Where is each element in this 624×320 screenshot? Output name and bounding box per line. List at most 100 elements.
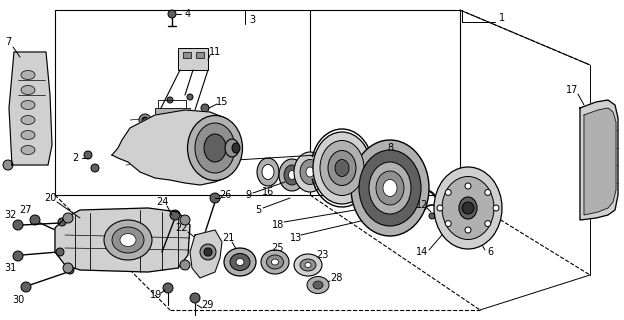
- Text: 11: 11: [209, 47, 221, 57]
- Text: 20: 20: [44, 193, 56, 203]
- Text: 22: 22: [176, 223, 188, 233]
- Ellipse shape: [383, 180, 397, 196]
- Ellipse shape: [294, 254, 322, 276]
- Circle shape: [84, 151, 92, 159]
- Circle shape: [139, 114, 151, 126]
- Ellipse shape: [300, 259, 316, 271]
- Ellipse shape: [376, 171, 404, 205]
- Text: 13: 13: [290, 233, 302, 243]
- Ellipse shape: [459, 197, 477, 219]
- Circle shape: [66, 266, 74, 274]
- Ellipse shape: [120, 234, 136, 246]
- Ellipse shape: [279, 159, 305, 191]
- Circle shape: [13, 251, 23, 261]
- Circle shape: [204, 248, 212, 256]
- Polygon shape: [55, 208, 190, 272]
- Ellipse shape: [21, 100, 35, 109]
- Ellipse shape: [224, 248, 256, 276]
- Ellipse shape: [204, 134, 226, 162]
- Polygon shape: [190, 230, 222, 278]
- Ellipse shape: [434, 167, 502, 249]
- Ellipse shape: [369, 162, 411, 214]
- Bar: [183, 52, 191, 58]
- Circle shape: [200, 244, 216, 260]
- Circle shape: [464, 236, 472, 244]
- Ellipse shape: [21, 131, 35, 140]
- Ellipse shape: [266, 255, 283, 269]
- Text: 31: 31: [4, 263, 16, 273]
- Circle shape: [485, 220, 491, 227]
- Text: 15: 15: [216, 97, 228, 107]
- Ellipse shape: [307, 276, 329, 293]
- Circle shape: [170, 210, 180, 220]
- Circle shape: [167, 97, 173, 103]
- Ellipse shape: [225, 139, 239, 157]
- Circle shape: [168, 10, 176, 18]
- Circle shape: [30, 215, 40, 225]
- Ellipse shape: [306, 167, 314, 177]
- Ellipse shape: [284, 165, 300, 185]
- Text: 16: 16: [262, 187, 274, 197]
- Text: 25: 25: [271, 243, 285, 253]
- Ellipse shape: [21, 146, 35, 155]
- Ellipse shape: [351, 140, 429, 236]
- Circle shape: [63, 213, 73, 223]
- Text: 30: 30: [12, 295, 24, 305]
- Polygon shape: [112, 110, 235, 185]
- Ellipse shape: [261, 250, 289, 274]
- Text: 2: 2: [72, 153, 78, 163]
- Circle shape: [156, 109, 164, 117]
- Ellipse shape: [187, 116, 243, 180]
- Circle shape: [163, 283, 173, 293]
- Text: 18: 18: [272, 220, 284, 230]
- Circle shape: [462, 202, 474, 214]
- Circle shape: [113, 256, 121, 264]
- Text: 29: 29: [201, 300, 213, 310]
- Circle shape: [465, 227, 471, 233]
- Circle shape: [58, 218, 66, 226]
- Circle shape: [437, 205, 443, 211]
- Circle shape: [56, 248, 64, 256]
- Ellipse shape: [294, 152, 326, 192]
- Circle shape: [445, 189, 451, 196]
- Bar: [178, 48, 208, 70]
- Text: 4: 4: [185, 9, 191, 19]
- Ellipse shape: [112, 227, 144, 253]
- Text: 19: 19: [150, 290, 162, 300]
- Circle shape: [91, 164, 99, 172]
- Text: 10: 10: [222, 153, 234, 163]
- Circle shape: [180, 215, 190, 225]
- Circle shape: [445, 220, 451, 227]
- Circle shape: [190, 293, 200, 303]
- Ellipse shape: [262, 164, 274, 180]
- Text: 32: 32: [4, 210, 16, 220]
- Ellipse shape: [195, 123, 235, 173]
- Ellipse shape: [359, 150, 421, 226]
- Text: 3: 3: [249, 15, 255, 25]
- Ellipse shape: [288, 171, 296, 180]
- Text: 24: 24: [156, 197, 168, 207]
- Bar: [196, 52, 204, 58]
- Polygon shape: [9, 52, 52, 165]
- Text: 9: 9: [245, 190, 251, 200]
- Text: 8: 8: [387, 143, 393, 153]
- Circle shape: [465, 183, 471, 189]
- Ellipse shape: [305, 262, 311, 268]
- Text: 23: 23: [316, 250, 328, 260]
- Circle shape: [142, 117, 148, 123]
- Ellipse shape: [104, 220, 152, 260]
- Ellipse shape: [313, 281, 323, 289]
- Circle shape: [493, 205, 499, 211]
- Ellipse shape: [21, 70, 35, 79]
- Polygon shape: [580, 100, 618, 220]
- Circle shape: [429, 213, 435, 219]
- Circle shape: [180, 260, 190, 270]
- Ellipse shape: [442, 177, 494, 239]
- Text: 27: 27: [19, 205, 31, 215]
- Ellipse shape: [328, 150, 356, 186]
- Text: 17: 17: [566, 85, 578, 95]
- Ellipse shape: [271, 259, 278, 265]
- Text: 6: 6: [487, 247, 493, 257]
- Circle shape: [187, 94, 193, 100]
- Text: 5: 5: [255, 205, 261, 215]
